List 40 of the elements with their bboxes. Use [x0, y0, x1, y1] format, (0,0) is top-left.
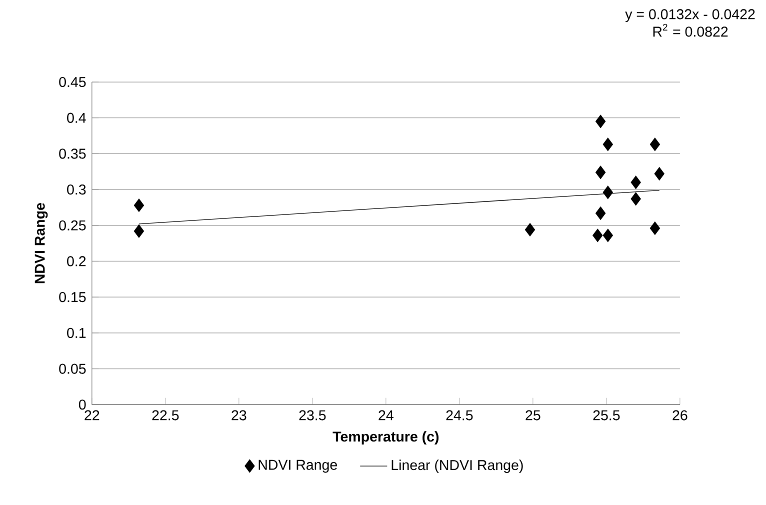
point [134, 224, 144, 238]
point [524, 223, 536, 237]
point [595, 206, 606, 220]
y-tick-label: 0.15 [59, 292, 86, 302]
x-tick-label: 24.5 [446, 410, 473, 420]
point [595, 166, 606, 180]
y-tick-label: 0.25 [59, 220, 86, 231]
point [630, 192, 641, 206]
point [134, 198, 144, 212]
x-tick-label: 26 [672, 410, 688, 420]
point [595, 114, 606, 128]
point [650, 138, 660, 152]
x-tick-label: 25.5 [593, 410, 620, 420]
x-axis-title: Temperature (c) [332, 431, 439, 445]
point [602, 138, 613, 152]
point [602, 186, 613, 200]
y-tick-label: 0.2 [67, 256, 86, 266]
y-tick-label: 0.1 [67, 328, 86, 338]
y-axis-title: NDVI Range [34, 203, 48, 284]
x-tick-label: 22 [84, 410, 100, 420]
point [654, 167, 664, 181]
x-tick-label: 23 [232, 410, 246, 420]
y-tick-label: 0.05 [59, 364, 86, 374]
y-tick-label: 0.4 [67, 112, 86, 124]
x-tick-label: 25 [526, 410, 540, 420]
legend-label: Linear (NDVI Range) [392, 460, 523, 474]
point [650, 222, 660, 236]
y-tick-label: 0.35 [59, 148, 86, 159]
y-tick-label: 0.3 [67, 184, 86, 195]
y-tick-label: 0.45 [59, 77, 86, 88]
x-tick-label: 23.5 [299, 410, 326, 420]
y-tick-label: 0 [78, 400, 86, 410]
point [602, 228, 613, 242]
text: R$^{2}$ = 0.0822 [653, 24, 728, 37]
legend-label: NDVI Range [258, 460, 337, 473]
x-tick-label: 24 [378, 410, 394, 420]
point [592, 228, 603, 242]
x-tick-label: 22.5 [152, 410, 179, 420]
text: y = 0.0132x - 0.0422 [625, 9, 755, 22]
point [630, 176, 641, 190]
